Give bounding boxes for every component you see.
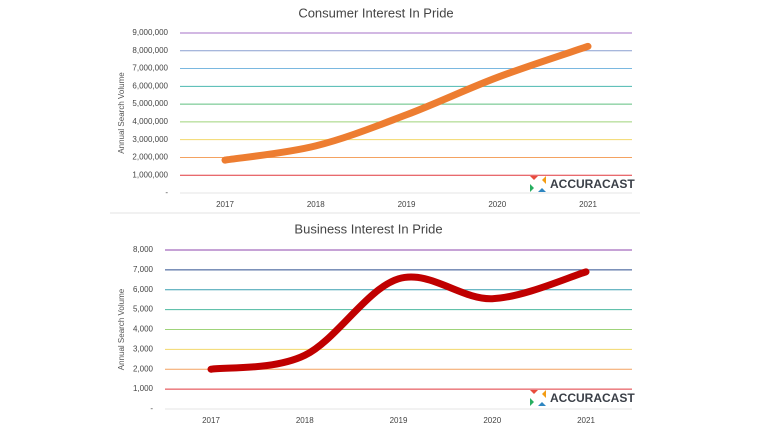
logo-shape <box>530 176 538 180</box>
x-tick-label: 2019 <box>398 200 416 209</box>
y-axis-label: Annual Search Volume <box>117 288 126 370</box>
y-tick-label: 3,000,000 <box>132 135 168 144</box>
x-tick-label: 2021 <box>579 200 597 209</box>
y-tick-label: 5,000,000 <box>132 99 168 108</box>
logo-shape <box>542 390 546 398</box>
x-tick-label: 2020 <box>483 416 501 425</box>
y-tick-label: 7,000 <box>133 265 154 274</box>
x-tick-label: 2017 <box>202 416 220 425</box>
x-tick-label: 2021 <box>577 416 595 425</box>
y-tick-label: - <box>150 404 153 413</box>
chart-title: Consumer Interest In Pride <box>298 5 453 20</box>
y-tick-label: 2,000 <box>133 364 154 373</box>
y-tick-label: 4,000 <box>133 325 154 334</box>
y-tick-label: - <box>165 188 168 197</box>
logo: ACCURACAST <box>530 176 635 192</box>
chart-title: Business Interest In Pride <box>294 221 442 236</box>
y-tick-label: 5,000 <box>133 305 154 314</box>
y-tick-label: 8,000 <box>133 245 154 254</box>
logo-shape <box>542 176 546 184</box>
line <box>207 268 590 373</box>
x-tick-label: 2018 <box>307 200 325 209</box>
y-tick-label: 1,000 <box>133 384 154 393</box>
y-tick-label: 1,000,000 <box>132 170 168 179</box>
x-tick-label: 2018 <box>296 416 314 425</box>
line <box>221 42 592 164</box>
y-tick-label: 2,000,000 <box>132 153 168 162</box>
watermark: ACCURACAST <box>550 391 635 405</box>
y-tick-label: 8,000,000 <box>132 46 168 55</box>
logo-shape <box>530 184 534 192</box>
y-axis-label: Annual Search Volume <box>117 72 126 154</box>
watermark: ACCURACAST <box>550 177 635 191</box>
y-tick-label: 6,000 <box>133 285 154 294</box>
y-tick-label: 3,000 <box>133 344 154 353</box>
x-tick-label: 2020 <box>488 200 506 209</box>
x-tick-label: 2019 <box>390 416 408 425</box>
y-tick-label: 4,000,000 <box>132 117 168 126</box>
logo-shape <box>538 402 546 406</box>
x-tick-label: 2017 <box>216 200 234 209</box>
logo: ACCURACAST <box>530 390 635 406</box>
logo-shape <box>530 398 534 406</box>
logo-shape <box>530 390 538 394</box>
y-tick-label: 6,000,000 <box>132 81 168 90</box>
y-tick-label: 9,000,000 <box>132 28 168 37</box>
logo-shape <box>538 188 546 192</box>
y-tick-label: 7,000,000 <box>132 64 168 73</box>
